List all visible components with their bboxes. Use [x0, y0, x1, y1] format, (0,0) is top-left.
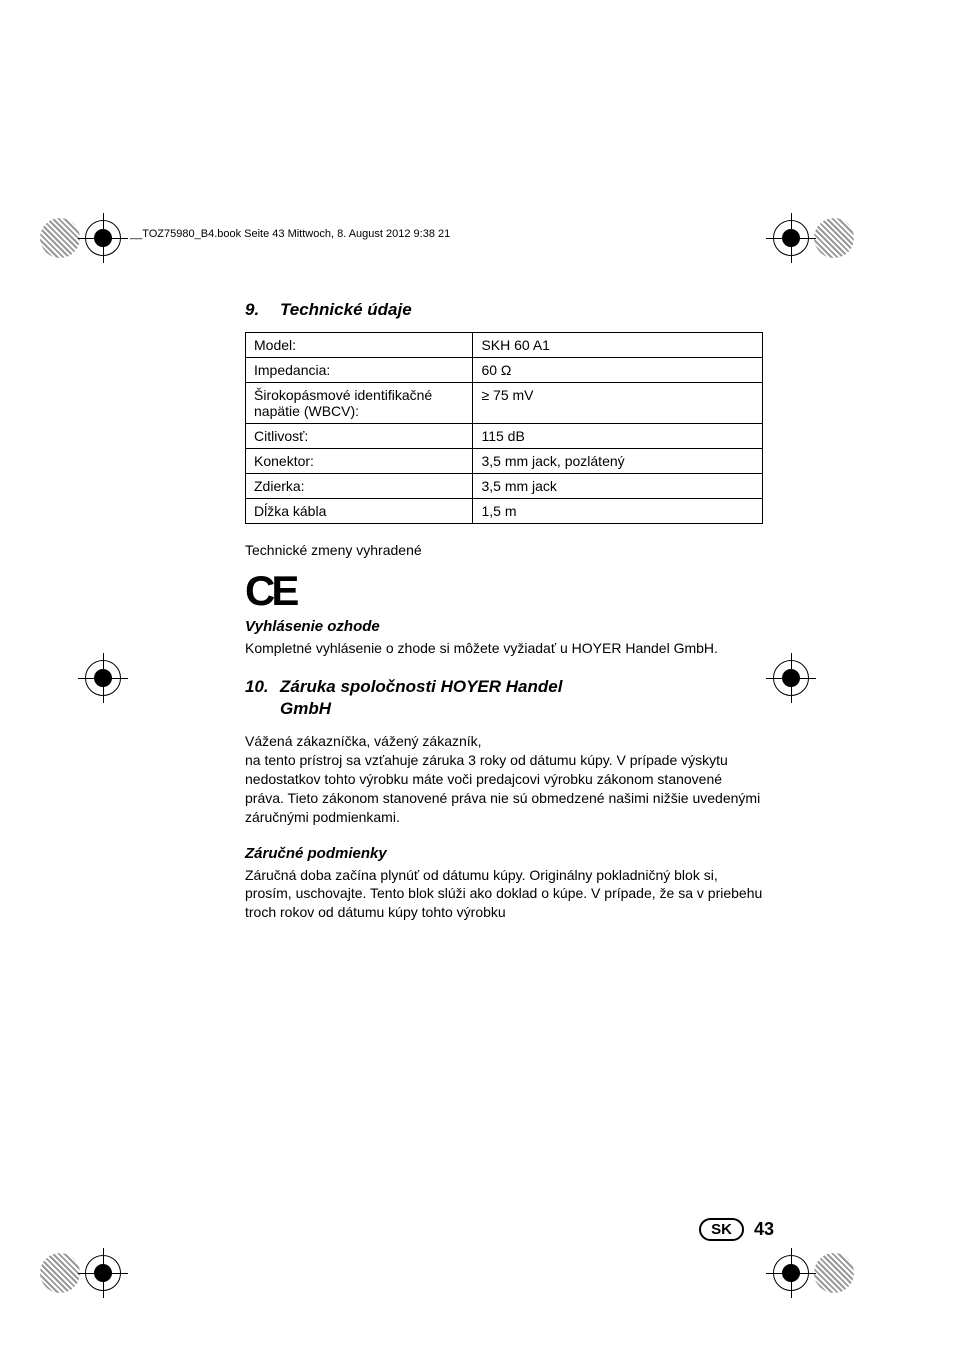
- language-badge: SK: [699, 1218, 744, 1241]
- table-row: Širokopásmové identifikačné napätie (WBC…: [246, 383, 763, 424]
- registration-mark-tr: [773, 220, 809, 256]
- section-9-title: Technické údaje: [280, 300, 412, 319]
- spec-label: Konektor:: [246, 449, 473, 474]
- warranty-salutation: Vážená zákazníčka, vážený zákazník,: [245, 733, 482, 749]
- page-header-meta: __TOZ75980_B4.book Seite 43 Mittwoch, 8.…: [130, 228, 450, 240]
- spec-value: 3,5 mm jack, pozlátený: [473, 449, 763, 474]
- section-9-heading: 9.Technické údaje: [245, 300, 763, 320]
- spec-table: Model:SKH 60 A1Impedancia:60 ΩŠirokopásm…: [245, 332, 763, 524]
- page-number: 43: [754, 1219, 774, 1240]
- spec-value: 3,5 mm jack: [473, 474, 763, 499]
- page-footer: SK 43: [699, 1218, 774, 1241]
- registration-mark-bl: [85, 1255, 121, 1291]
- section-10-number: 10.: [245, 676, 280, 698]
- table-row: Impedancia:60 Ω: [246, 358, 763, 383]
- section-10: 10.Záruka spoločnosti HOYER Handel GmbH …: [245, 676, 763, 922]
- spec-label: Zdierka:: [246, 474, 473, 499]
- registration-hatched-br: [814, 1253, 854, 1293]
- spec-label: Citlivosť:: [246, 424, 473, 449]
- registration-mark-tl: [85, 220, 121, 256]
- declaration-text: Kompletné vyhlásenie o zhode si môžete v…: [245, 639, 763, 658]
- spec-value: 1,5 m: [473, 499, 763, 524]
- spec-label: Model:: [246, 333, 473, 358]
- table-row: Citlivosť:115 dB: [246, 424, 763, 449]
- table-row: Zdierka:3,5 mm jack: [246, 474, 763, 499]
- ce-mark-icon: CE: [245, 570, 763, 612]
- spec-label: Dĺžka kábla: [246, 499, 473, 524]
- section-10-heading: 10.Záruka spoločnosti HOYER Handel GmbH: [245, 676, 763, 720]
- spec-value: 115 dB: [473, 424, 763, 449]
- spec-label: Širokopásmové identifikačné napätie (WBC…: [246, 383, 473, 424]
- table-row: Konektor:3,5 mm jack, pozlátený: [246, 449, 763, 474]
- spec-value: SKH 60 A1: [473, 333, 763, 358]
- table-row: Dĺžka kábla1,5 m: [246, 499, 763, 524]
- spec-value: ≥ 75 mV: [473, 383, 763, 424]
- section-9-number: 9.: [245, 300, 280, 320]
- technical-notice: Technické zmeny vyhradené: [245, 542, 763, 558]
- page-content: 9.Technické údaje Model:SKH 60 A1Impedan…: [245, 300, 763, 940]
- declaration-heading: Vyhlásenie ozhode: [245, 618, 763, 635]
- section-10-title-line1: Záruka spoločnosti HOYER Handel: [280, 677, 562, 696]
- conditions-text: Záručná doba začína plynúť od dátumu kúp…: [245, 866, 763, 923]
- registration-mark-ml: [85, 660, 121, 696]
- table-row: Model:SKH 60 A1: [246, 333, 763, 358]
- registration-hatched-tr: [814, 218, 854, 258]
- registration-mark-br: [773, 1255, 809, 1291]
- section-10-title-line2: GmbH: [245, 698, 763, 720]
- registration-mark-mr: [773, 660, 809, 696]
- warranty-body: na tento prístroj sa vzťahuje záruka 3 r…: [245, 752, 760, 825]
- spec-value: 60 Ω: [473, 358, 763, 383]
- conditions-heading: Záručné podmienky: [245, 845, 763, 862]
- registration-hatched-bl: [40, 1253, 80, 1293]
- registration-hatched-tl: [40, 218, 80, 258]
- warranty-intro: Vážená zákazníčka, vážený zákazník, na t…: [245, 732, 763, 826]
- spec-label: Impedancia:: [246, 358, 473, 383]
